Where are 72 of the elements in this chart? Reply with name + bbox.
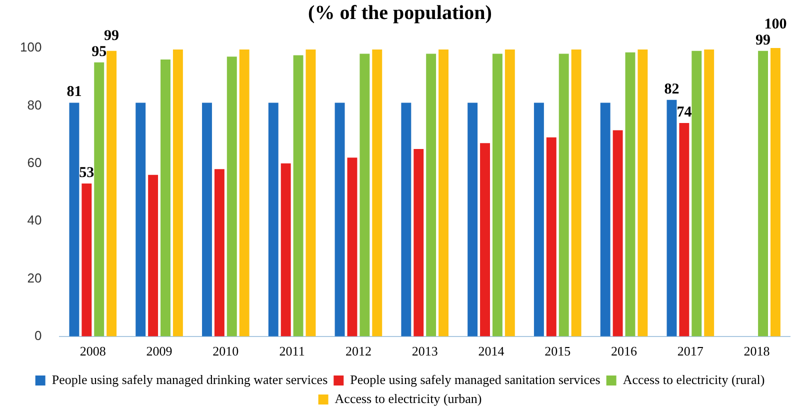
bar bbox=[239, 49, 250, 336]
bar bbox=[401, 102, 412, 336]
x-tick-label: 2012 bbox=[345, 344, 372, 359]
bar bbox=[106, 50, 117, 336]
bar bbox=[347, 158, 358, 336]
bar bbox=[679, 122, 690, 336]
bar bbox=[666, 100, 677, 336]
legend-label: Access to electricity (urban) bbox=[334, 390, 482, 406]
y-tick-label: 60 bbox=[27, 154, 42, 170]
x-tick-label: 2014 bbox=[478, 344, 505, 359]
bar bbox=[468, 102, 478, 336]
bar bbox=[492, 54, 502, 336]
bar bbox=[280, 163, 291, 336]
y-tick-label: 40 bbox=[27, 212, 42, 228]
data-label: 82 bbox=[664, 81, 680, 98]
x-tick-label: 2008 bbox=[80, 344, 106, 359]
bar bbox=[160, 60, 170, 336]
bar bbox=[558, 54, 569, 336]
bar bbox=[612, 130, 623, 336]
chart-title: (% of the population) bbox=[308, 2, 492, 24]
legend-label: People using safely managed drinking water services bbox=[52, 372, 328, 387]
bar bbox=[414, 148, 424, 336]
bar bbox=[438, 49, 448, 336]
bar bbox=[571, 49, 582, 336]
bar bbox=[82, 184, 92, 336]
data-label: 99 bbox=[104, 28, 120, 44]
bar bbox=[372, 49, 382, 336]
bar bbox=[148, 174, 158, 336]
bar bbox=[202, 102, 212, 336]
bar bbox=[770, 48, 780, 336]
bar bbox=[704, 49, 714, 336]
bar bbox=[426, 54, 436, 336]
x-tick-label: 2011 bbox=[279, 344, 305, 359]
legend-label: Access to electricity (rural) bbox=[622, 372, 765, 387]
y-tick-label: 100 bbox=[20, 40, 42, 55]
x-tick-label: 2013 bbox=[412, 344, 438, 359]
legend-label: People using safely managed sanitation services bbox=[350, 372, 600, 387]
bar bbox=[504, 49, 515, 336]
data-label: 53 bbox=[79, 164, 94, 181]
x-tick-label: 2016 bbox=[611, 344, 638, 359]
x-tick-label: 2017 bbox=[677, 344, 704, 359]
data-label: 74 bbox=[676, 104, 692, 120]
bar bbox=[758, 50, 768, 336]
bar bbox=[638, 49, 648, 336]
bar bbox=[136, 102, 146, 336]
bar bbox=[214, 169, 224, 336]
x-tick-label: 2010 bbox=[212, 344, 239, 359]
bar bbox=[306, 49, 316, 336]
x-tick-label: 2018 bbox=[744, 344, 770, 359]
data-label: 100 bbox=[764, 16, 787, 32]
y-tick-label: 80 bbox=[27, 97, 42, 112]
data-label: 81 bbox=[66, 84, 82, 100]
data-label: 95 bbox=[92, 44, 107, 60]
bar bbox=[69, 102, 80, 336]
x-tick-label: 2015 bbox=[544, 344, 571, 359]
bar bbox=[293, 55, 304, 336]
bar bbox=[226, 56, 237, 336]
bar bbox=[546, 137, 556, 336]
bar bbox=[94, 62, 104, 336]
bar bbox=[480, 143, 490, 336]
bar bbox=[334, 102, 345, 336]
bar bbox=[360, 54, 370, 336]
y-tick-label: 20 bbox=[27, 270, 42, 286]
bar bbox=[692, 50, 702, 336]
bar bbox=[268, 102, 278, 336]
bar bbox=[600, 102, 610, 336]
bar bbox=[172, 49, 183, 336]
x-tick-label: 2009 bbox=[146, 344, 172, 359]
bar bbox=[625, 52, 636, 336]
y-tick-label: 0 bbox=[34, 328, 42, 343]
data-label: 99 bbox=[756, 32, 771, 48]
bar bbox=[534, 102, 544, 336]
